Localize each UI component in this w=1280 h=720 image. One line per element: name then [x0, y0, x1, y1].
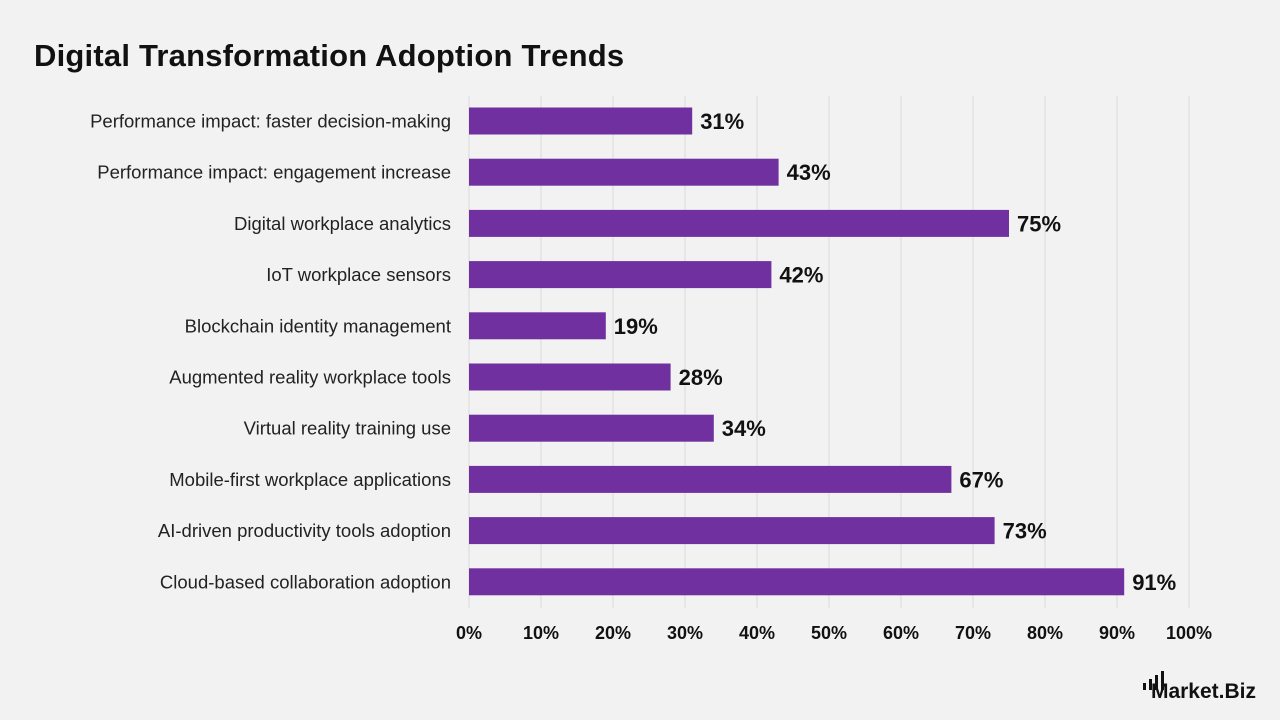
x-tick-label: 50%: [811, 623, 847, 643]
x-tick-label: 10%: [523, 623, 559, 643]
x-tick-label: 90%: [1099, 623, 1135, 643]
category-label: Virtual reality training use: [244, 418, 451, 439]
value-label: 73%: [1003, 519, 1047, 544]
category-label: Blockchain identity management: [185, 315, 451, 336]
value-label: 67%: [959, 467, 1003, 492]
bar: [469, 209, 1009, 237]
bar: [469, 107, 693, 135]
labels: 0% 10% 20% 30% 40% 50% 60% 70% 80% 90% 100% Perform…: [90, 109, 1212, 643]
x-tick-label: 0%: [456, 623, 482, 643]
value-label: 43%: [787, 160, 831, 185]
x-tick-label: 40%: [739, 623, 775, 643]
x-tick-label: 60%: [883, 623, 919, 643]
category-label: Performance impact: faster decision-maki…: [90, 111, 451, 132]
category-label: Mobile-first workplace applications: [169, 469, 451, 490]
bar-chart-logo-icon: [1142, 671, 1164, 690]
bar: [469, 312, 606, 340]
bar: [469, 414, 714, 442]
category-label: Augmented reality workplace tools: [169, 367, 451, 388]
brand-text-dot: .Biz: [1218, 680, 1256, 703]
x-tick-label: 100%: [1166, 623, 1212, 643]
category-label: Digital workplace analytics: [234, 213, 451, 234]
bar: [469, 261, 772, 289]
x-tick-label: 20%: [595, 623, 631, 643]
brand-text-main: Market: [1150, 680, 1219, 703]
x-tick-label: 30%: [667, 623, 703, 643]
category-label: IoT workplace sensors: [266, 264, 451, 285]
bar: [469, 568, 1125, 596]
value-label: 31%: [700, 109, 744, 134]
x-tick-label: 80%: [1027, 623, 1063, 643]
value-label: 91%: [1132, 570, 1176, 595]
value-label: 75%: [1017, 211, 1061, 236]
bar: [469, 517, 995, 545]
bar: [469, 158, 779, 186]
value-label: 34%: [722, 416, 766, 441]
category-label: Cloud-based collaboration adoption: [160, 571, 451, 592]
value-label: 28%: [679, 365, 723, 390]
chart-title: Digital Transformation Adoption Trends: [34, 38, 625, 73]
value-label: 42%: [779, 263, 823, 288]
bars: [469, 107, 1125, 596]
category-label: Performance impact: engagement increase: [97, 162, 451, 183]
category-label: AI-driven productivity tools adoption: [158, 520, 451, 541]
bar: [469, 465, 952, 493]
brand-logo: Market .Biz: [1141, 671, 1256, 704]
bar: [469, 363, 671, 391]
x-tick-label: 70%: [955, 623, 991, 643]
value-label: 19%: [614, 314, 658, 339]
